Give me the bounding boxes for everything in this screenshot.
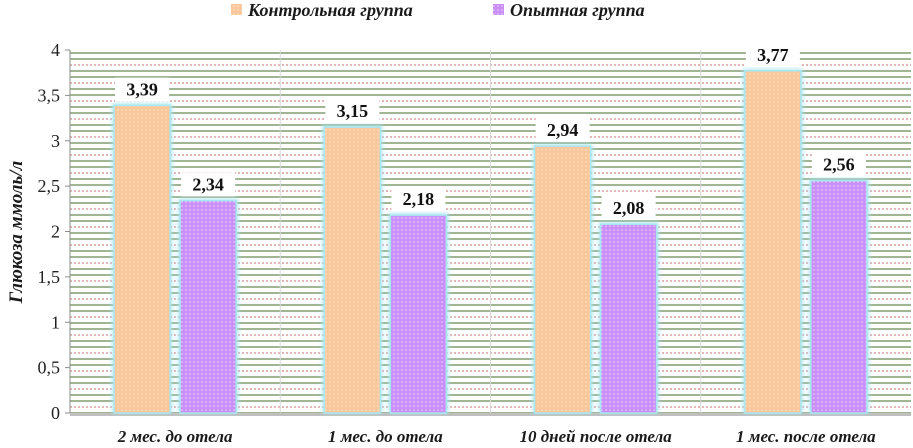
data-label-bg	[115, 77, 170, 102]
bar-control	[323, 126, 382, 414]
data-label-bg	[325, 99, 380, 124]
bar-control	[744, 70, 802, 414]
data-label: 3,39	[126, 79, 158, 99]
legend-item-experimental: Опытная группа	[493, 0, 645, 20]
data-label-bg	[181, 172, 236, 197]
y-tick-label: 0	[51, 403, 60, 423]
legend: Контрольная группа Опытная группа	[231, 0, 645, 20]
data-label-bg	[535, 118, 590, 143]
y-tick-label: 2	[51, 222, 60, 242]
data-labels: 3,39 3,15 2,94 3,77 2,34 2,18 2,08 2,56	[115, 42, 866, 221]
y-tick-label: 3	[51, 131, 60, 151]
y-axis-title: Глюкоза ммоль/л	[6, 161, 27, 305]
x-category-label: 2 мес. до отела	[117, 427, 233, 446]
data-label-bg	[811, 152, 866, 177]
data-label: 2,08	[613, 198, 645, 218]
y-tick-label: 1	[51, 312, 60, 332]
legend-item-control: Контрольная группа	[231, 0, 413, 20]
y-tick-label: 4	[51, 40, 60, 60]
bar-control	[533, 145, 592, 414]
legend-swatch-experimental	[493, 4, 504, 15]
bar-experimental	[179, 199, 237, 414]
data-label: 2,56	[823, 155, 855, 175]
legend-swatch-control	[231, 4, 242, 15]
legend-label-experimental: Опытная группа	[510, 0, 645, 20]
bar-experimental	[389, 214, 448, 414]
y-tick-label: 0,5	[38, 358, 61, 378]
data-label: 2,94	[547, 120, 579, 140]
x-axis-floor	[70, 413, 911, 416]
data-label: 3,15	[337, 101, 369, 121]
bars	[112, 68, 869, 414]
x-category-label: 1 мес. после отела	[736, 427, 876, 446]
x-category-label: 10 дней после отела	[520, 427, 673, 446]
bar-experimental	[810, 179, 868, 414]
data-label-bg	[391, 187, 446, 212]
data-label: 2,18	[403, 189, 435, 209]
x-category-label: 1 мес. до отела	[328, 427, 443, 446]
data-label: 3,77	[757, 45, 789, 65]
data-label-bg	[601, 196, 656, 221]
y-tick-label: 2,5	[38, 176, 61, 196]
data-label-bg	[745, 42, 800, 67]
axes: 0 0,5 1 1,5 2 2,5 3 3,5 4 2 мес. до отела 1 мес. д…	[38, 40, 911, 446]
y-tick-label: 1,5	[38, 267, 61, 287]
y-tick-label: 3,5	[38, 85, 61, 105]
legend-label-control: Контрольная группа	[247, 0, 413, 20]
bar-control	[113, 104, 171, 414]
data-label: 2,34	[192, 175, 224, 195]
bar-experimental	[599, 223, 658, 414]
